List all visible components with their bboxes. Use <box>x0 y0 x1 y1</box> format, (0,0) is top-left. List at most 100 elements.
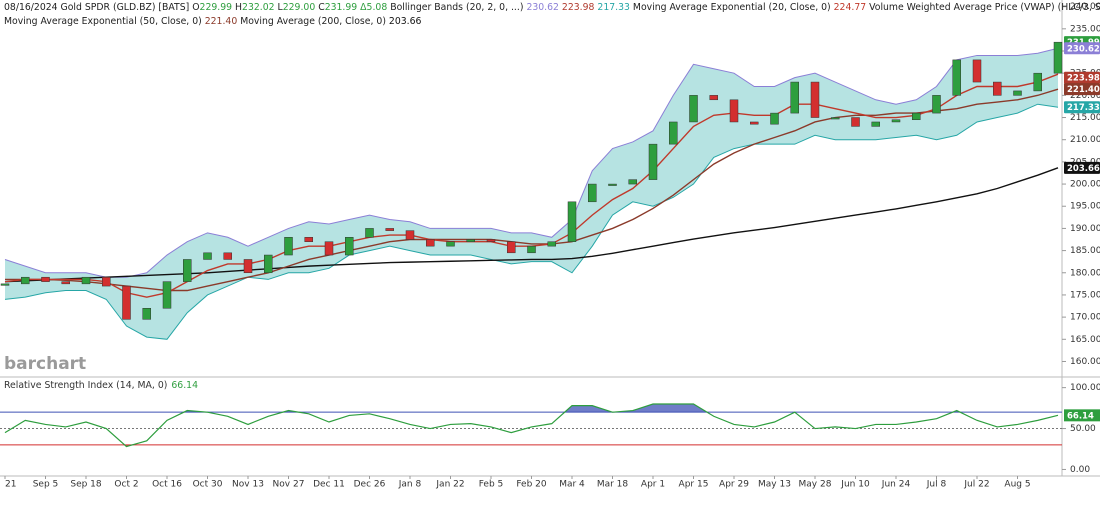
rsi-title: Relative Strength Index (14, MA, 0) 66.14 <box>4 380 198 391</box>
legend-item: 221.40 <box>205 16 238 27</box>
x-tick-label: Jan 8 <box>398 480 422 490</box>
rsi-title-value: 66.14 <box>171 380 198 391</box>
candle <box>912 112 921 121</box>
candle <box>1053 41 1063 74</box>
candle <box>891 119 901 123</box>
y-tick-label: 190.00 <box>1070 224 1100 234</box>
x-tick-label: Feb 20 <box>516 480 547 490</box>
y-tick-label: 220.00 <box>1070 91 1100 101</box>
candle <box>81 276 91 285</box>
x-tick-label: Mar 18 <box>597 480 629 490</box>
candle <box>365 228 374 238</box>
candle <box>952 59 961 96</box>
y-tick-label: 235.00 <box>1070 24 1100 34</box>
candle <box>405 230 415 240</box>
x-tick-label: Dec 11 <box>313 480 345 490</box>
legend-item: 203.66 <box>389 16 422 27</box>
candle <box>41 276 50 282</box>
legend-item: 217.33 <box>594 2 630 13</box>
x-tick-label: 21 <box>5 480 16 490</box>
legend-item: C <box>315 2 324 13</box>
y-tick-label: 210.00 <box>1070 135 1100 145</box>
indicator-line <box>5 88 1059 292</box>
price-tag <box>1064 409 1100 422</box>
candle <box>243 259 253 274</box>
legend-item: 223.98 <box>559 2 595 13</box>
y-tick-label: 180.00 <box>1070 268 1100 278</box>
y-tick-label: 100.00 <box>1070 383 1100 393</box>
legend-item: Bollinger Bands (20, 2, 0, ...) <box>387 2 526 13</box>
y-tick-label: 50.00 <box>1070 424 1096 434</box>
candle <box>669 121 678 145</box>
candle <box>527 245 536 254</box>
rsi-zone-fill <box>183 404 961 413</box>
rsi-title-text: Relative Strength Index (14, MA, 0) <box>4 380 167 391</box>
y-tick-label: 170.00 <box>1070 313 1100 323</box>
x-tick-label: Nov 27 <box>273 480 305 490</box>
candle <box>567 201 577 242</box>
candle <box>446 241 455 247</box>
x-tick-label: Mar 4 <box>559 480 585 490</box>
price-tag-label: 230.62 <box>1067 44 1100 54</box>
x-tick-label: Aug 5 <box>1004 480 1030 490</box>
candle <box>648 143 658 180</box>
x-tick-label: Sep 18 <box>70 480 102 490</box>
legend-line: Moving Average Exponential (50, Close, 0… <box>4 16 422 27</box>
price-tag-label: 221.40 <box>1067 85 1100 95</box>
legend-item: 229.00 <box>283 2 316 13</box>
legend-item: H <box>232 2 242 13</box>
candle <box>426 239 435 247</box>
y-tick-label: 0.00 <box>1070 465 1090 475</box>
x-tick-label: Jun 24 <box>881 480 911 490</box>
candle <box>932 95 941 114</box>
x-tick-label: Feb 5 <box>479 480 504 490</box>
x-tick-label: Apr 15 <box>679 480 709 490</box>
candle <box>0 283 10 286</box>
candle <box>851 117 860 127</box>
x-tick-label: Nov 13 <box>232 480 264 490</box>
candle <box>304 237 313 242</box>
x-tick-label: Dec 26 <box>354 480 386 490</box>
price-tag <box>1064 83 1100 96</box>
legend-item: Moving Average Exponential (50, Close, 0… <box>4 16 205 27</box>
candle <box>993 81 1002 96</box>
candle <box>264 254 273 274</box>
candle <box>1013 90 1022 96</box>
candle <box>770 112 779 125</box>
y-tick-label: 200.00 <box>1070 180 1100 190</box>
price-tag-label: 203.66 <box>1067 164 1100 174</box>
price-tag-label: 217.33 <box>1067 103 1100 113</box>
candle <box>162 281 172 309</box>
bollinger-line <box>4 103 1059 340</box>
price-tag <box>1064 101 1100 114</box>
candle <box>588 183 597 203</box>
candle <box>972 59 982 83</box>
candle <box>628 179 637 185</box>
candle <box>831 117 840 120</box>
legend-item: 231.99 <box>325 2 358 13</box>
x-tick-label: Oct 16 <box>152 480 182 490</box>
candle <box>810 81 820 118</box>
candle <box>385 228 394 231</box>
y-tick-label: 215.00 <box>1070 113 1100 123</box>
y-tick-label: 195.00 <box>1070 202 1100 212</box>
candle <box>547 241 556 247</box>
price-tag <box>1064 71 1100 84</box>
price-tag <box>1064 161 1100 174</box>
x-tick-label: Jan 22 <box>435 480 464 490</box>
bollinger-line <box>4 47 1059 278</box>
brand: barchart <box>4 354 86 374</box>
y-tick-label: 185.00 <box>1070 246 1100 256</box>
candle <box>790 81 799 114</box>
legend-item: Δ5.08 <box>357 2 387 13</box>
price-tag <box>1064 42 1100 55</box>
x-tick-label: Jul 8 <box>926 480 947 490</box>
candle <box>345 237 354 256</box>
candle <box>507 241 516 254</box>
legend-item: Volume Weighted Average Price (VWAP) (HL… <box>866 2 1100 13</box>
candle <box>871 121 880 127</box>
candle <box>689 95 698 123</box>
price-tag-label: 66.14 <box>1067 411 1094 421</box>
legend-item: 08/16/2024 Gold SPDR (GLD.BZ) [BATS] <box>4 2 192 13</box>
